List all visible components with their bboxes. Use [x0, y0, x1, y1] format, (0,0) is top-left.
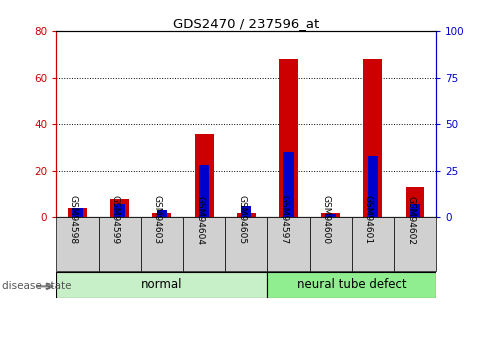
Text: GSM94604: GSM94604 [195, 196, 204, 245]
Bar [310, 217, 352, 271]
Bar [183, 217, 225, 271]
Text: GSM94602: GSM94602 [406, 196, 415, 245]
Text: GSM94600: GSM94600 [321, 196, 331, 245]
Bar [368, 156, 378, 217]
Text: GSM94605: GSM94605 [237, 196, 246, 245]
Bar [321, 213, 340, 217]
Bar [141, 217, 183, 271]
Bar [68, 208, 87, 217]
Text: neural tube defect: neural tube defect [297, 278, 407, 292]
Bar [352, 217, 394, 271]
Bar [114, 204, 125, 217]
Bar [195, 134, 214, 217]
Bar [279, 59, 298, 217]
Bar [283, 152, 294, 217]
Bar [406, 187, 424, 217]
Bar [268, 217, 310, 271]
Bar [325, 214, 336, 217]
Text: normal: normal [141, 278, 183, 292]
Text: GSM94597: GSM94597 [279, 196, 289, 245]
Bar [56, 217, 98, 271]
Bar [157, 210, 167, 217]
Text: GSM94601: GSM94601 [364, 196, 373, 245]
Bar [72, 208, 83, 217]
Text: GSM94598: GSM94598 [69, 196, 77, 245]
Bar [56, 272, 268, 298]
Bar [241, 206, 251, 217]
Bar [199, 165, 209, 217]
Text: disease state: disease state [2, 281, 72, 290]
Bar [225, 217, 268, 271]
Bar [363, 59, 382, 217]
Text: GSM94603: GSM94603 [153, 196, 162, 245]
Bar [237, 213, 256, 217]
Bar [152, 213, 171, 217]
Bar [268, 272, 436, 298]
Bar [110, 199, 129, 217]
Bar [410, 204, 420, 217]
Text: GSM94599: GSM94599 [111, 196, 120, 245]
Bar [394, 217, 436, 271]
Title: GDS2470 / 237596_at: GDS2470 / 237596_at [173, 17, 319, 30]
Bar [98, 217, 141, 271]
